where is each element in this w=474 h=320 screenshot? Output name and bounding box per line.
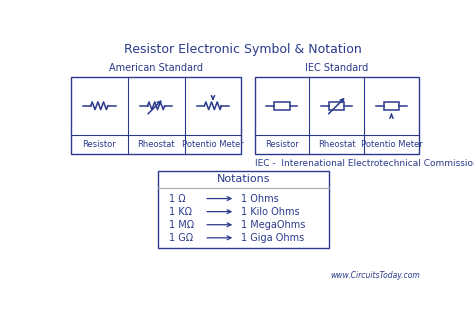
Text: www.CircuitsToday.com: www.CircuitsToday.com [330,271,419,280]
Text: Potentio Meter: Potentio Meter [361,140,422,149]
Text: Rheostat: Rheostat [318,140,356,149]
Text: Potentio Meter: Potentio Meter [182,140,244,149]
Text: 1 Kilo Ohms: 1 Kilo Ohms [241,207,300,217]
Text: Resistor Electronic Symbol & Notation: Resistor Electronic Symbol & Notation [124,44,362,56]
Text: Rheostat: Rheostat [137,140,175,149]
Text: 1 GΩ: 1 GΩ [169,233,193,243]
Bar [384,101,399,110]
Bar [255,77,419,154]
Text: 1 Giga Ohms: 1 Giga Ohms [241,233,305,243]
Text: 1 MegaOhms: 1 MegaOhms [241,220,306,230]
Text: 1 Ω: 1 Ω [169,194,186,204]
Text: 1 KΩ: 1 KΩ [169,207,192,217]
Text: American Standard: American Standard [109,63,203,73]
Text: Notations: Notations [217,174,270,184]
Text: Resistor: Resistor [265,140,299,149]
Bar [158,171,329,248]
Bar [329,101,345,110]
Bar [71,77,241,154]
Text: 1 Ohms: 1 Ohms [241,194,279,204]
Text: Resistor: Resistor [82,140,116,149]
Text: 1 MΩ: 1 MΩ [169,220,194,230]
Text: IEC Standard: IEC Standard [305,63,368,73]
Bar [274,101,290,110]
Text: IEC -  Interenational Electrotechnical Commission: IEC - Interenational Electrotechnical Co… [255,159,474,168]
